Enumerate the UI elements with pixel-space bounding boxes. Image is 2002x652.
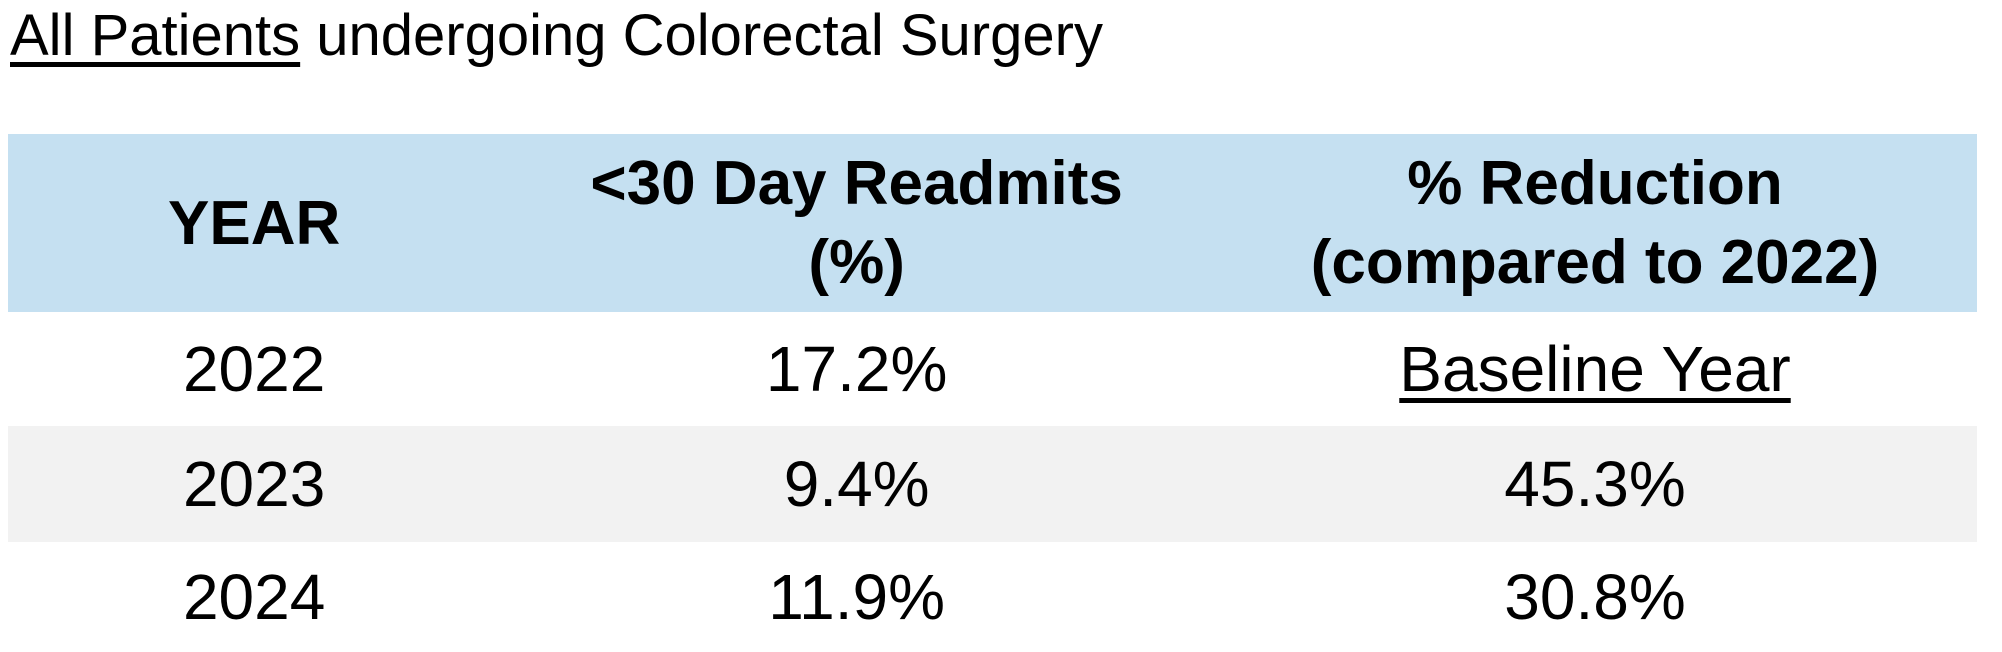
cell-readmits: 9.4% xyxy=(783,448,930,520)
header-cell-readmits: <30 Day Readmits (%) xyxy=(500,134,1213,312)
cell-year: 2023 xyxy=(182,448,326,520)
header-readmits-line1: <30 Day Readmits xyxy=(590,149,1123,218)
table-row-2023: 2023 9.4% 45.3% xyxy=(8,426,1977,542)
header-reduction-line1: % Reduction xyxy=(1407,149,1783,218)
cell-reduction: Baseline Year xyxy=(1213,312,1977,426)
header-cell-year: YEAR xyxy=(8,134,500,312)
cell-readmits: 17.2% xyxy=(765,333,948,405)
table-header-row: YEAR <30 Day Readmits (%) % Reduction (c… xyxy=(8,134,1977,312)
title-rest-text: undergoing Colorectal Surgery xyxy=(300,3,1103,68)
cell-year: 2024 xyxy=(182,561,326,633)
header-year-label: YEAR xyxy=(167,188,341,258)
header-reduction-line2: (compared to 2022) xyxy=(1310,228,1880,297)
table-row-2022: 2022 17.2% Baseline Year xyxy=(8,312,1977,426)
header-readmits-line2: (%) xyxy=(808,228,905,297)
cell-year: 2022 xyxy=(182,333,326,405)
table-row-2024: 2024 11.9% 30.8% xyxy=(8,542,1977,652)
slide: All Patients undergoing Colorectal Surge… xyxy=(0,4,2002,652)
cell-reduction: 45.3% xyxy=(1504,448,1686,520)
cell-readmits: 11.9% xyxy=(768,561,945,633)
page-title: All Patients undergoing Colorectal Surge… xyxy=(10,4,2002,68)
cell-reduction: 30.8% xyxy=(1504,561,1686,633)
title-underlined-text: All Patients xyxy=(10,3,301,68)
header-cell-reduction: % Reduction (compared to 2022) xyxy=(1213,134,1977,312)
baseline-year-label: Baseline Year xyxy=(1399,333,1791,405)
data-table: YEAR <30 Day Readmits (%) % Reduction (c… xyxy=(8,134,1977,652)
